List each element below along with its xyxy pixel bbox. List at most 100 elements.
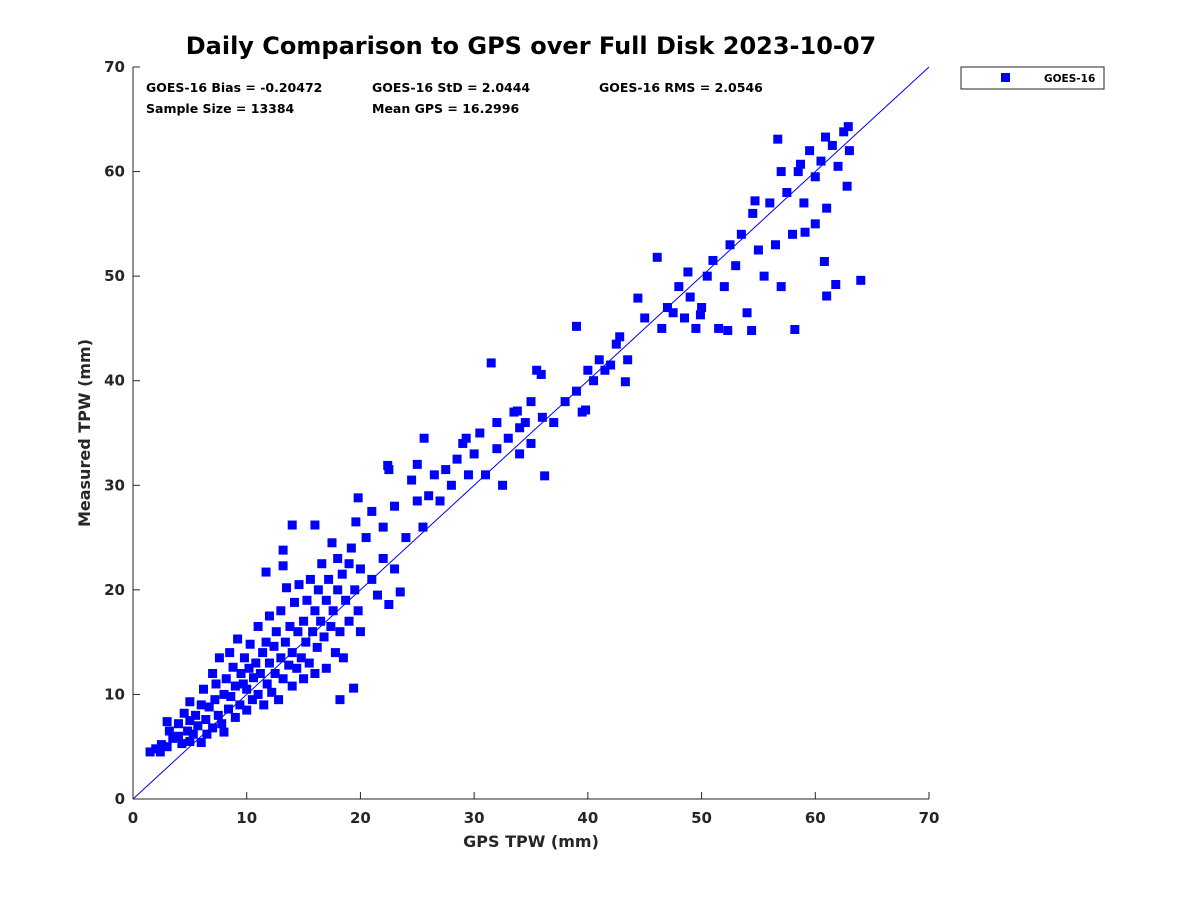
- data-point: [419, 433, 429, 443]
- data-point: [623, 355, 633, 365]
- data-point: [351, 517, 361, 527]
- data-point: [424, 491, 434, 501]
- data-point: [219, 727, 229, 737]
- data-point: [185, 736, 195, 746]
- x-tick-labels: 0 10 20 30 40 50 60 70: [128, 809, 940, 827]
- data-point: [372, 590, 382, 600]
- data-point: [264, 658, 274, 668]
- data-point: [193, 721, 203, 731]
- data-point: [168, 733, 178, 743]
- data-point: [202, 729, 212, 739]
- data-point: [294, 580, 304, 590]
- data-point: [247, 695, 257, 705]
- data-point: [301, 637, 311, 647]
- data-point: [759, 271, 769, 281]
- data-point: [224, 704, 234, 714]
- data-point: [350, 585, 360, 595]
- data-point: [313, 585, 323, 595]
- data-point: [401, 533, 411, 543]
- data-point: [269, 641, 279, 651]
- data-point: [571, 321, 581, 331]
- data-point: [498, 480, 508, 490]
- y-tick-labels: 0 10 20 30 40 50 60 70: [104, 58, 125, 808]
- data-point: [151, 744, 161, 754]
- data-point: [418, 522, 428, 532]
- data-point: [225, 648, 235, 658]
- data-point: [461, 433, 471, 443]
- data-point: [239, 653, 249, 663]
- data-point: [221, 674, 231, 684]
- data-point: [731, 261, 741, 271]
- data-point: [201, 715, 211, 725]
- data-point: [210, 695, 220, 705]
- data-point: [652, 252, 662, 262]
- data-point: [217, 719, 227, 729]
- x-axis-label: GPS TPW (mm): [463, 832, 599, 851]
- data-point: [308, 627, 318, 637]
- data-point: [299, 674, 309, 684]
- data-point: [742, 308, 752, 318]
- data-point: [520, 418, 530, 428]
- data-point: [287, 681, 297, 691]
- data-point: [289, 597, 299, 607]
- data-point: [317, 559, 327, 569]
- data-point: [446, 480, 456, 490]
- data-point: [330, 648, 340, 658]
- data-point: [162, 717, 172, 727]
- data-point: [714, 323, 724, 333]
- data-point: [583, 365, 593, 375]
- data-point: [819, 257, 829, 267]
- data-point: [177, 739, 187, 749]
- data-point: [271, 627, 281, 637]
- data-point: [822, 203, 832, 213]
- data-point: [296, 653, 306, 663]
- data-point: [549, 418, 559, 428]
- data-point: [282, 583, 292, 593]
- data-point: [344, 616, 354, 626]
- data-point: [353, 493, 363, 503]
- data-point: [458, 438, 468, 448]
- data-point: [293, 627, 303, 637]
- data-point: [267, 687, 277, 697]
- data-point: [540, 471, 550, 481]
- data-point: [512, 406, 522, 416]
- data-point: [615, 332, 625, 342]
- data-point: [856, 275, 866, 285]
- data-point: [333, 585, 343, 595]
- data-point: [253, 689, 263, 699]
- data-point: [452, 454, 462, 464]
- x-tick-label: 40: [577, 809, 598, 827]
- data-point: [776, 282, 786, 292]
- data-point: [384, 599, 394, 609]
- data-point: [526, 438, 536, 448]
- data-point: [378, 553, 388, 563]
- data-point: [179, 708, 189, 718]
- data-point: [831, 280, 841, 290]
- x-tick-label: 70: [919, 809, 940, 827]
- data-point: [324, 574, 334, 584]
- data-point: [355, 627, 365, 637]
- data-point: [233, 634, 243, 644]
- data-point: [249, 673, 259, 683]
- data-point: [321, 595, 331, 605]
- data-point: [145, 747, 155, 757]
- data-point: [736, 229, 746, 239]
- data-point: [346, 543, 356, 553]
- std-annotation: GOES-16 StD = 2.0444: [372, 80, 530, 95]
- data-point: [230, 681, 240, 691]
- data-point: [702, 271, 712, 281]
- data-point: [685, 292, 695, 302]
- reference-line: [132, 66, 930, 800]
- data-point: [475, 428, 485, 438]
- data-point: [429, 470, 439, 480]
- data-point: [532, 365, 542, 375]
- data-point: [208, 723, 218, 733]
- data-point: [235, 700, 245, 710]
- data-point: [173, 731, 183, 741]
- data-point: [337, 569, 347, 579]
- data-point: [536, 369, 546, 379]
- data-point: [810, 172, 820, 182]
- data-points: [145, 122, 866, 757]
- data-point: [253, 621, 263, 631]
